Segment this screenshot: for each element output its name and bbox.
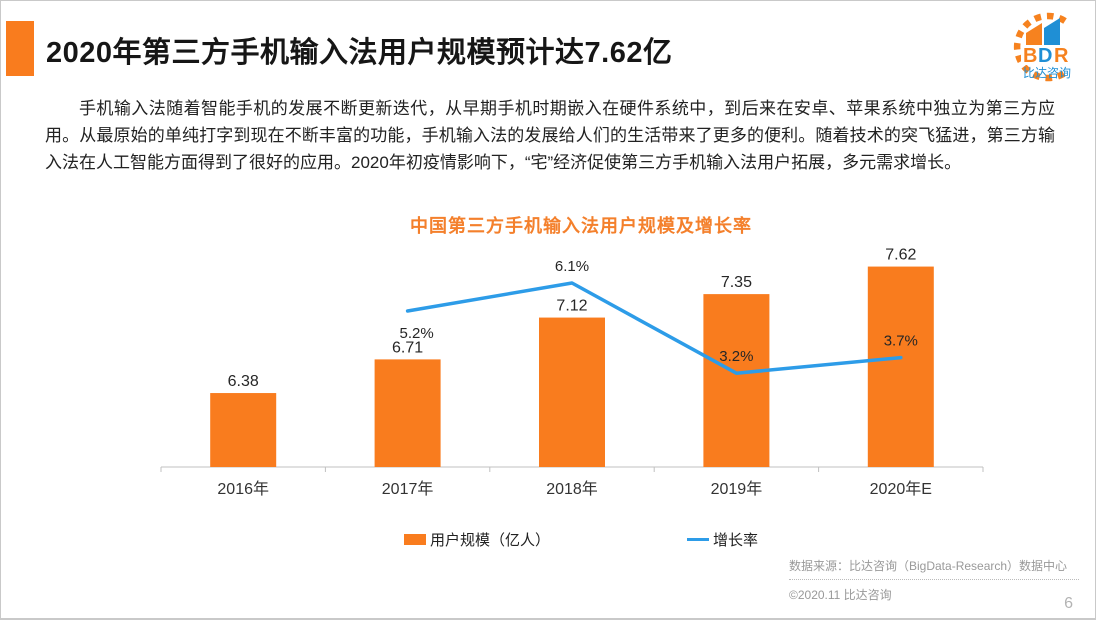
footer-divider <box>789 579 1079 580</box>
growth-value-label: 3.7% <box>884 333 918 350</box>
growth-value-label: 5.2% <box>399 325 433 342</box>
bdr-logo: B D R 比达咨询 <box>999 7 1083 91</box>
growth-line <box>405 281 903 375</box>
growth-value-label: 6.1% <box>555 258 589 275</box>
page-number: 6 <box>1064 595 1073 612</box>
x-axis-label: 2019年 <box>711 480 763 498</box>
line-legend-label: 增长率 <box>713 532 759 549</box>
bar-value-label: 6.71 <box>392 339 423 356</box>
bar-2019年 <box>703 294 770 467</box>
logo-dashed-arc <box>1013 12 1067 82</box>
chart-title: 中国第三方手机输入法用户规模及增长率 <box>410 216 752 236</box>
x-axis-label: 2016年 <box>217 480 269 498</box>
bar-value-label: 7.35 <box>721 274 752 291</box>
title-accent-block <box>6 21 34 76</box>
bar-value-label: 7.62 <box>885 247 916 264</box>
logo-letter-d: D <box>1038 45 1052 67</box>
x-axis-label: 2017年 <box>382 480 434 498</box>
legend-item-growth: 增长率 <box>687 529 758 550</box>
bar-value-label: 7.12 <box>556 298 587 315</box>
bar-legend-swatch <box>404 534 426 545</box>
logo-letter-r: R <box>1054 45 1069 67</box>
growth-value-label: 3.2% <box>719 348 753 365</box>
page-title: 2020年第三方手机输入法用户规模预计达7.62亿 <box>46 37 673 69</box>
bar-legend-label: 用户规模（亿人） <box>430 532 551 549</box>
logo-subtext: 比达咨询 <box>1023 65 1071 80</box>
logo-letter-b: B <box>1023 45 1037 67</box>
bar-2020年E <box>867 266 934 467</box>
chart-canvas: 6.38 2016年 6.71 2017年 7.12 2018年 7.35 2019年 7.62… <box>160 247 984 498</box>
logo-orange-flag <box>1026 23 1042 49</box>
intro-paragraph: 手机输入法随着智能手机的发展不断更新迭代，从早期手机时期嵌入在硬件系统中，到后来… <box>45 99 1055 172</box>
legend-item-users: 用户规模（亿人） <box>404 529 550 550</box>
bar-value-label: 6.38 <box>228 373 259 390</box>
logo-text-backdrop <box>1021 45 1069 65</box>
x-axis-label: 2020年E <box>870 480 932 498</box>
x-axis-label: 2018年 <box>546 480 598 498</box>
data-source: 数据来源：比达咨询（BigData-Research）数据中心 <box>789 559 1068 573</box>
line-legend-swatch <box>687 538 709 541</box>
bar-2017年 <box>374 359 441 467</box>
bar-2018年 <box>539 317 605 467</box>
bar-2016年 <box>210 393 277 467</box>
copyright: ©2020.11 比达咨询 <box>789 588 892 602</box>
logo-blue-flag <box>1044 18 1060 49</box>
bdr-logo-graphic: B D R 比达咨询 <box>1013 12 1071 82</box>
footer-block: 数据来源：比达咨询（BigData-Research）数据中心 ©2020.11… <box>789 557 1079 603</box>
